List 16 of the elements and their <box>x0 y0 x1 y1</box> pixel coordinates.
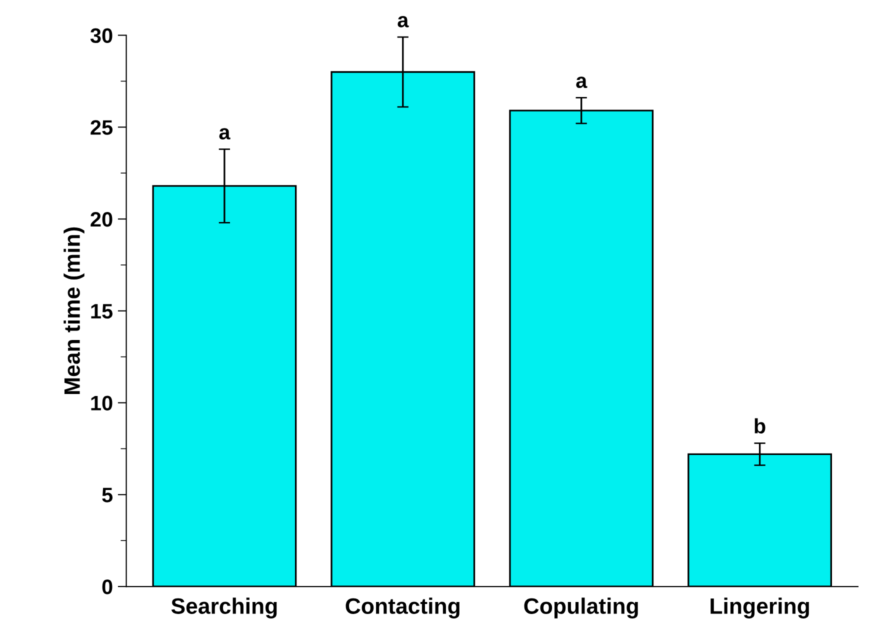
annotation: a <box>398 16 409 28</box>
y-tick-label: 20 <box>90 212 112 227</box>
y-tick-label: 5 <box>102 488 113 502</box>
x-tick-label: Searching <box>171 598 277 618</box>
y-axis-title: Mean time (min) <box>64 227 84 394</box>
x-tick-label: Contacting <box>346 598 460 618</box>
annotation: b <box>754 418 766 434</box>
x-tick-label: Lingering <box>710 598 809 618</box>
annotation: a <box>219 128 230 140</box>
y-tick-label: 0 <box>102 580 112 594</box>
y-tick-label: 25 <box>90 120 113 135</box>
x-tick-label: Copulating <box>524 598 638 618</box>
y-tick-label: 15 <box>91 304 113 319</box>
y-tick-label: 10 <box>91 396 112 411</box>
y-tick-label: 30 <box>90 28 112 44</box>
annotation: a <box>576 76 588 88</box>
